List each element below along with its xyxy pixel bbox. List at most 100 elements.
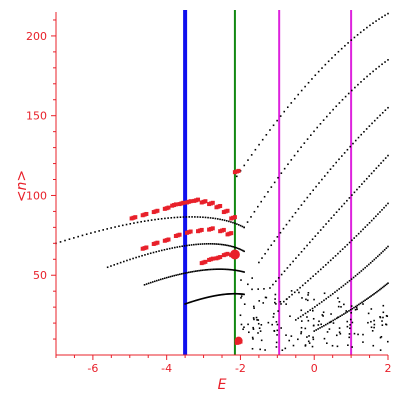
data-point <box>384 157 387 159</box>
data-point <box>149 281 152 284</box>
data-point <box>348 333 351 335</box>
data-point <box>386 340 389 343</box>
data-point <box>381 111 384 114</box>
data-point <box>290 102 293 104</box>
data-point <box>234 292 237 295</box>
data-point <box>210 295 213 298</box>
data-point <box>231 292 233 295</box>
data-point <box>321 326 323 328</box>
data-point <box>379 316 382 319</box>
data-point <box>184 272 187 274</box>
data-point <box>223 268 225 271</box>
data-point <box>322 266 325 268</box>
data-point <box>344 95 347 98</box>
data-point <box>285 334 287 336</box>
data-point <box>138 255 140 258</box>
data-point <box>163 277 166 280</box>
data-point <box>303 142 306 144</box>
data-point <box>346 281 349 284</box>
data-point <box>327 296 330 298</box>
data-point <box>232 292 234 295</box>
data-point <box>360 81 362 83</box>
data-point <box>368 221 371 224</box>
data-point <box>351 239 353 242</box>
data-point <box>267 248 269 251</box>
red-marker <box>234 336 243 345</box>
data-point <box>339 332 342 335</box>
data-point <box>330 320 333 323</box>
data-point <box>308 342 311 344</box>
data-point <box>217 268 219 270</box>
data-point <box>243 271 245 273</box>
data-point <box>203 269 205 271</box>
data-point <box>289 263 292 266</box>
data-point <box>350 278 353 280</box>
red-data-point <box>199 227 204 232</box>
data-point <box>240 297 242 299</box>
data-point <box>369 73 371 75</box>
data-point <box>380 287 383 290</box>
data-point <box>372 344 375 347</box>
data-point <box>275 321 278 323</box>
data-point <box>326 331 329 333</box>
data-point <box>230 221 232 223</box>
data-point <box>366 26 368 29</box>
data-point <box>367 297 370 299</box>
data-point <box>326 322 329 325</box>
data-point <box>247 323 249 326</box>
data-point <box>216 294 219 297</box>
data-point <box>246 221 249 223</box>
data-point <box>258 327 261 330</box>
data-point <box>373 293 375 295</box>
y-tick-label: 50 <box>33 269 47 282</box>
data-point <box>180 273 183 275</box>
data-point <box>284 347 287 350</box>
data-point <box>240 249 243 251</box>
data-point <box>276 329 279 332</box>
data-point <box>319 268 322 271</box>
data-point <box>300 204 303 206</box>
data-point <box>317 70 320 73</box>
data-point <box>110 265 112 267</box>
data-point <box>380 162 382 164</box>
red-data-point <box>229 231 234 236</box>
data-point <box>313 298 315 301</box>
data-point <box>179 216 182 218</box>
data-point <box>159 278 162 281</box>
data-point <box>217 294 220 296</box>
data-point <box>343 152 346 154</box>
data-point <box>265 296 268 299</box>
data-point <box>354 139 357 142</box>
data-point <box>265 133 268 136</box>
data-point <box>158 250 160 252</box>
data-point <box>229 245 231 247</box>
data-point <box>218 268 221 270</box>
data-point <box>209 243 212 245</box>
data-point <box>178 245 181 248</box>
data-point <box>326 171 329 174</box>
data-point <box>158 279 160 281</box>
data-point <box>382 304 385 307</box>
data-point <box>347 92 350 95</box>
data-point <box>295 257 297 259</box>
data-point <box>357 83 359 86</box>
data-point <box>312 336 314 339</box>
data-point <box>304 344 307 346</box>
data-point <box>263 195 266 198</box>
data-point <box>300 332 302 335</box>
data-point <box>383 248 386 251</box>
data-point <box>121 224 124 227</box>
data-point <box>357 232 360 235</box>
data-point <box>331 293 334 295</box>
data-point <box>282 227 285 230</box>
data-point <box>309 241 311 244</box>
data-point <box>310 134 312 136</box>
data-point <box>329 168 332 171</box>
data-point <box>354 305 357 308</box>
data-point <box>283 270 286 273</box>
data-point <box>179 273 181 276</box>
data-point <box>306 196 309 199</box>
data-point <box>372 22 374 24</box>
data-point <box>291 215 294 218</box>
data-point <box>102 229 104 231</box>
